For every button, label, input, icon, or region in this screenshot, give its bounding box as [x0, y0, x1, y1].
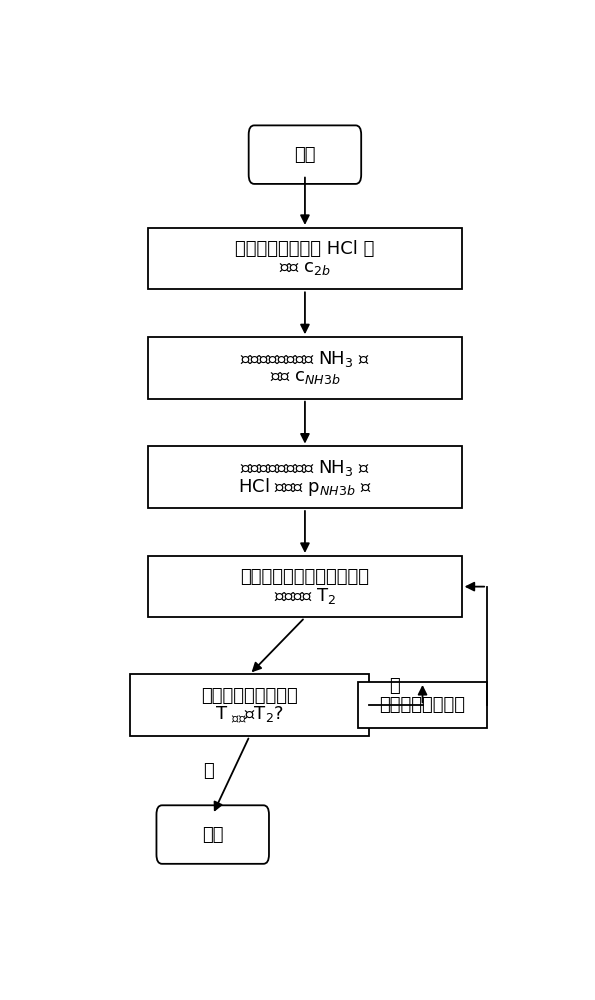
- Text: 浓度 c$_{NH3b}$: 浓度 c$_{NH3b}$: [270, 368, 340, 386]
- Text: 结晶温度 T$_2$: 结晶温度 T$_2$: [274, 586, 336, 606]
- Text: 计算脱硝塔出口处 NH$_3$ 的: 计算脱硝塔出口处 NH$_3$ 的: [240, 349, 370, 369]
- FancyBboxPatch shape: [148, 556, 462, 617]
- Text: HCl 的分压 p$_{NH3b}$ 和: HCl 的分压 p$_{NH3b}$ 和: [238, 476, 372, 498]
- FancyBboxPatch shape: [156, 805, 269, 864]
- FancyBboxPatch shape: [148, 446, 462, 508]
- Text: 开始: 开始: [294, 146, 316, 164]
- Text: 计算脱硝塔出口处 HCl 的: 计算脱硝塔出口处 HCl 的: [235, 240, 375, 258]
- Text: 计算脱硝塔入口处 NH$_3$ 和: 计算脱硝塔入口处 NH$_3$ 和: [240, 458, 370, 478]
- Text: 调节脱氯塔内温度: 调节脱氯塔内温度: [380, 696, 465, 714]
- FancyBboxPatch shape: [148, 228, 462, 289]
- FancyBboxPatch shape: [148, 337, 462, 399]
- FancyBboxPatch shape: [358, 682, 487, 728]
- Text: 是: 是: [203, 762, 214, 780]
- Text: 计算脱氯塔入口处氯化铵的: 计算脱氯塔入口处氯化铵的: [240, 568, 369, 586]
- FancyBboxPatch shape: [130, 674, 369, 736]
- FancyBboxPatch shape: [249, 125, 361, 184]
- Text: T $_{脱硝}$＜T$_2$?: T $_{脱硝}$＜T$_2$?: [215, 704, 284, 725]
- Text: 浓度 c$_{2b}$: 浓度 c$_{2b}$: [279, 259, 331, 277]
- Text: 否: 否: [390, 677, 400, 695]
- Text: 判断脱氯塔入口温度: 判断脱氯塔入口温度: [201, 687, 298, 705]
- Text: 结束: 结束: [202, 826, 224, 844]
